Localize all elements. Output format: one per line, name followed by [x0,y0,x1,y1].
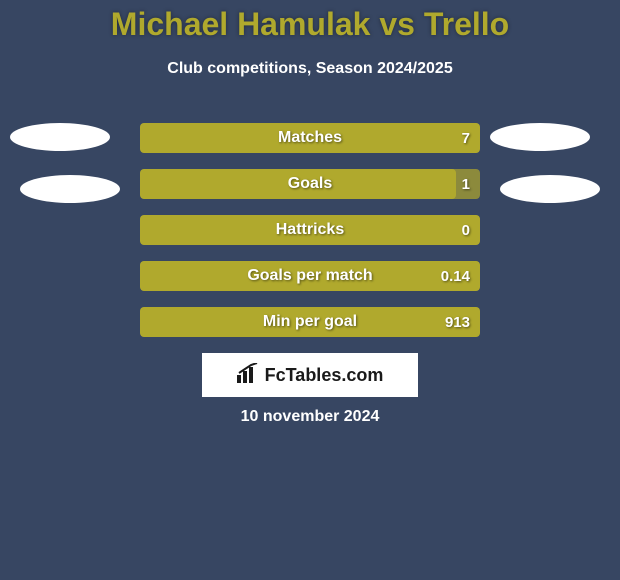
bar-track: Matches7 [140,123,480,153]
bar-track: Hattricks0 [140,215,480,245]
chart-icon [237,363,259,388]
branding-label: FcTables.com [265,365,384,386]
page-title: Michael Hamulak vs Trello [0,6,620,43]
player-left-marker-1 [10,123,110,151]
bar-value: 0 [462,215,470,245]
stat-row: Min per goal913 [140,307,480,337]
bar-label: Goals per match [140,261,480,291]
subtitle: Club competitions, Season 2024/2025 [0,60,620,78]
player-right-marker-2 [500,175,600,203]
stat-row: Goals per match0.14 [140,261,480,291]
bar-value: 913 [445,307,470,337]
bar-label: Min per goal [140,307,480,337]
bar-track: Goals1 [140,169,480,199]
stat-row: Hattricks0 [140,215,480,245]
comparison-card: Michael Hamulak vs Trello Club competiti… [0,0,620,580]
bar-value: 1 [462,169,470,199]
bar-label: Hattricks [140,215,480,245]
stats-bars: Matches7Goals1Hattricks0Goals per match0… [140,123,480,353]
stat-row: Matches7 [140,123,480,153]
player-right-marker-1 [490,123,590,151]
date-text: 10 november 2024 [0,408,620,426]
bar-label: Goals [140,169,480,199]
player-left-marker-2 [20,175,120,203]
bar-track: Min per goal913 [140,307,480,337]
bar-value: 0.14 [441,261,470,291]
bar-track: Goals per match0.14 [140,261,480,291]
stat-row: Goals1 [140,169,480,199]
bar-value: 7 [462,123,470,153]
branding-box: FcTables.com [202,353,418,397]
bar-label: Matches [140,123,480,153]
